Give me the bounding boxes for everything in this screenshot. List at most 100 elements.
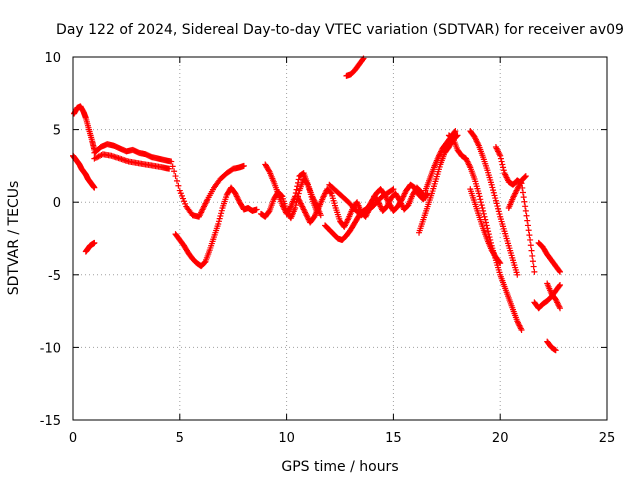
series-track-s [505, 173, 529, 212]
series-track-t [535, 239, 564, 275]
data-point-fill [292, 190, 299, 197]
data-point-fill [494, 203, 501, 210]
data-point-fill [556, 267, 563, 274]
data-point-fill [490, 187, 497, 194]
data-point [531, 268, 538, 275]
data-point [215, 220, 222, 227]
tick-labels: 0 5 10 15 20 25 -15 -10 -5 0 5 10 [40, 51, 616, 446]
data-point-fill [496, 211, 503, 218]
data-point [390, 186, 397, 193]
data-point-fill [523, 212, 530, 219]
data-point-fill [489, 184, 496, 191]
data-point [317, 212, 324, 219]
data-point-fill [175, 182, 182, 189]
data-point-fill [295, 176, 302, 183]
x-tick-label: 15 [385, 431, 402, 446]
data-point-fill [525, 227, 532, 234]
data-point [91, 184, 98, 191]
series-track-u [531, 281, 564, 312]
data-point-fill [524, 217, 531, 224]
series-track-p [467, 128, 521, 278]
data-point-fill [478, 202, 485, 209]
series-track-d [91, 141, 247, 220]
data-point-fill [480, 210, 487, 217]
data-point-fill [172, 173, 179, 180]
data-point [514, 271, 521, 278]
data-point-fill [485, 228, 492, 235]
series-track-c [82, 239, 98, 255]
x-tick-label: 0 [69, 431, 77, 446]
series-track-v [544, 338, 559, 354]
data-point-fill [495, 205, 502, 212]
y-tick-label: -5 [48, 269, 61, 284]
data-point [557, 281, 564, 288]
series-track-f [172, 184, 260, 270]
data-point-fill [496, 259, 503, 266]
series-track-j [322, 181, 431, 243]
data-point-fill [521, 198, 528, 205]
series-track-l [343, 55, 367, 79]
series-track-w [544, 280, 564, 312]
data-point [240, 162, 247, 169]
data-point-fill [476, 193, 483, 200]
data-point [91, 239, 98, 246]
y-tick-label: 5 [53, 124, 61, 139]
series-track-b [70, 152, 98, 191]
data-point-fill [526, 232, 533, 239]
data-point-fill [491, 192, 498, 199]
data-point-fill [500, 164, 507, 171]
series-track-e [91, 151, 173, 172]
data-point-fill [171, 168, 178, 175]
data-point-fill [389, 186, 396, 193]
data-point-fill [498, 158, 505, 165]
data-point [497, 152, 504, 159]
data-point-fill [173, 177, 180, 184]
data-point [497, 260, 504, 267]
y-tick-label: -10 [40, 341, 61, 356]
data-point-fill [181, 198, 188, 205]
data-point [522, 207, 529, 214]
data-point [452, 128, 459, 135]
data-point [488, 181, 495, 188]
data-point [176, 187, 183, 194]
data-point [522, 173, 529, 180]
data-point-fill [481, 213, 488, 220]
data-point-fill [327, 189, 334, 196]
data-point-fill [215, 218, 222, 225]
data-point [360, 55, 367, 62]
data-point-fill [177, 190, 184, 197]
chart-title: Day 122 of 2024, Sidereal Day-to-day VTE… [56, 22, 624, 38]
data-point-fill [492, 195, 499, 202]
series-track-h [262, 161, 324, 219]
data-point-fill [522, 203, 529, 210]
data-point-fill [495, 208, 502, 215]
data-point-fill [169, 163, 176, 170]
data-point-fill [529, 252, 536, 259]
data-point-fill [218, 210, 225, 217]
data-point-fill [451, 129, 458, 136]
data-point-fill [477, 199, 484, 206]
data-point-fill [482, 219, 489, 226]
data-point-fill [423, 191, 430, 198]
data-point [480, 207, 487, 214]
data-point [557, 305, 564, 312]
data-point-fill [530, 263, 537, 270]
x-tick-label: 25 [599, 431, 616, 446]
data-point [475, 190, 482, 197]
data-point-fill [556, 282, 563, 289]
data-point-fill [180, 195, 187, 202]
data-point [166, 165, 173, 172]
x-tick-label: 5 [176, 431, 184, 446]
series-track-a [71, 103, 98, 153]
y-tick-label: 0 [53, 196, 61, 211]
data-point-fill [294, 183, 301, 190]
data-point-fill [528, 247, 535, 254]
data-point-fill [182, 200, 189, 207]
data-point-fill [527, 242, 534, 249]
x-tick-label: 20 [492, 431, 509, 446]
series-track-q [467, 186, 504, 267]
data-point-fill [216, 215, 223, 222]
data-point-fill [483, 222, 490, 229]
data-point-fill [293, 186, 300, 193]
